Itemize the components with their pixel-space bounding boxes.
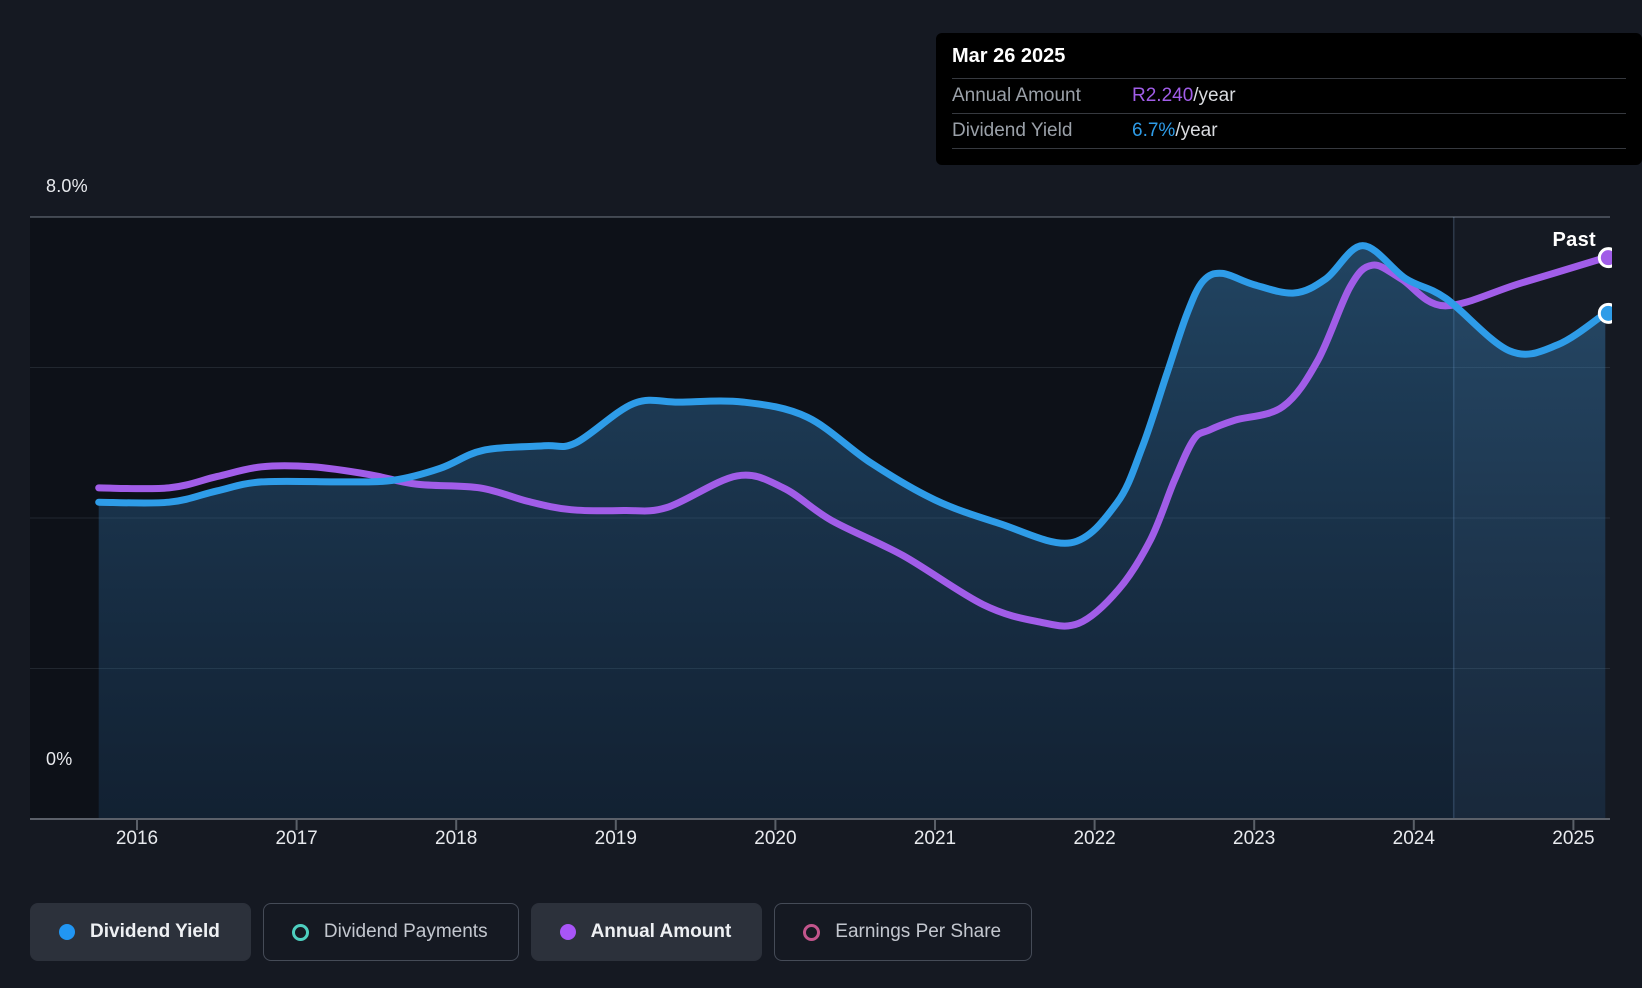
legend-toggle-annual-amount[interactable]: Annual Amount bbox=[530, 903, 763, 961]
x-axis-label-2025: 2025 bbox=[1552, 828, 1595, 849]
y-axis-label-bottom: 0% bbox=[46, 749, 73, 769]
tooltip-row-annual-amount: Annual Amount R2.240 /year bbox=[952, 78, 1626, 113]
legend-toggle-earnings-per-share[interactable]: Earnings Per Share bbox=[774, 903, 1033, 961]
x-axis-label-2021: 2021 bbox=[913, 828, 957, 849]
tooltip-divider bbox=[952, 148, 1626, 149]
dividend-payments-ring-icon bbox=[291, 923, 309, 941]
x-axis-label-2017: 2017 bbox=[275, 828, 318, 849]
x-axis-label-2016: 2016 bbox=[115, 828, 159, 849]
x-axis-label-2024: 2024 bbox=[1392, 828, 1435, 849]
tooltip-suffix: /year bbox=[1193, 85, 1236, 106]
chart-tooltip: Mar 26 2025 Annual Amount R2.240 /year D… bbox=[936, 33, 1642, 165]
x-axis-label-2019: 2019 bbox=[594, 828, 637, 849]
legend-label: Dividend Payments bbox=[323, 921, 488, 942]
x-axis-label-2022: 2022 bbox=[1073, 828, 1116, 849]
x-axis-label-2023: 2023 bbox=[1233, 828, 1276, 849]
tooltip-suffix: /year bbox=[1175, 120, 1218, 141]
chart-legend: Dividend Yield Dividend Payments Annual … bbox=[30, 903, 1033, 961]
legend-label: Dividend Yield bbox=[90, 921, 220, 942]
y-axis-label-top: 8.0% bbox=[46, 176, 88, 196]
legend-toggle-dividend-yield[interactable]: Dividend Yield bbox=[30, 903, 251, 961]
tooltip-row-dividend-yield: Dividend Yield 6.7% /year bbox=[952, 113, 1626, 148]
past-period-label: Past bbox=[1552, 229, 1596, 251]
x-axis-label-2020: 2020 bbox=[754, 828, 797, 849]
tooltip-date: Mar 26 2025 bbox=[952, 45, 1066, 67]
tooltip-label: Dividend Yield bbox=[952, 120, 1073, 141]
legend-toggle-dividend-payments[interactable]: Dividend Payments bbox=[262, 903, 519, 961]
x-axis-label-2018: 2018 bbox=[435, 828, 478, 849]
legend-label: Annual Amount bbox=[590, 921, 732, 942]
tooltip-value: R2.240 bbox=[1132, 85, 1194, 106]
tooltip-value: 6.7% bbox=[1132, 120, 1176, 141]
earnings-per-share-ring-icon bbox=[803, 923, 821, 941]
tooltip-label: Annual Amount bbox=[952, 85, 1081, 106]
legend-label: Earnings Per Share bbox=[835, 921, 1002, 942]
dividend-yield-dot-icon bbox=[59, 924, 75, 940]
annual-amount-dot-icon bbox=[559, 924, 576, 940]
